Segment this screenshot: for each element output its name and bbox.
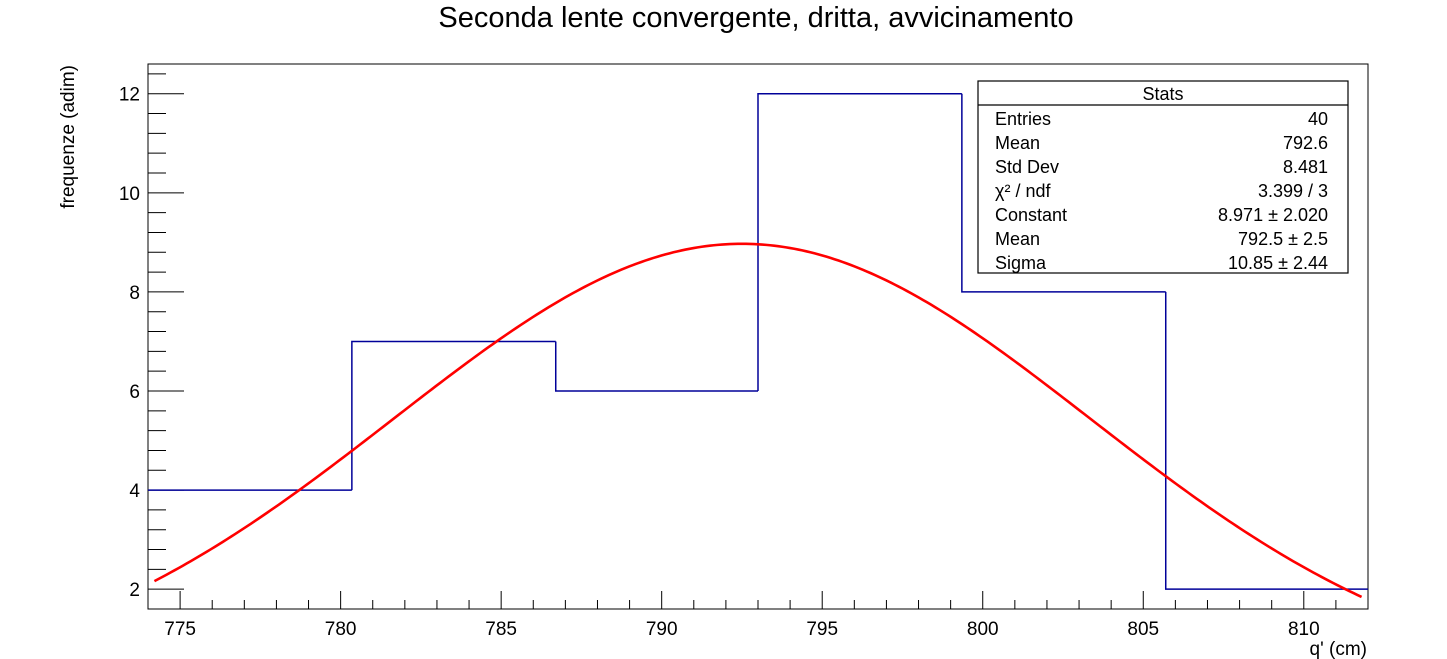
stats-row-value: 8.971 ± 2.020 <box>1218 205 1328 225</box>
y-tick-label: 2 <box>129 580 140 601</box>
stats-row-label: Sigma <box>995 253 1047 273</box>
stats-row-value: 792.5 ± 2.5 <box>1238 229 1328 249</box>
x-tick-label: 795 <box>806 619 838 640</box>
stats-row-value: 10.85 ± 2.44 <box>1228 253 1328 273</box>
stats-row-label: Constant <box>995 205 1067 225</box>
stats-row-label: Std Dev <box>995 157 1059 177</box>
stats-row-value: 40 <box>1308 109 1328 129</box>
histogram-bin <box>554 341 758 392</box>
y-axis-label: frequenze (adim) <box>58 65 79 209</box>
y-tick-label: 12 <box>119 85 140 106</box>
fit-curve <box>153 242 1363 599</box>
stats-row-label: χ² / ndf <box>995 181 1051 201</box>
y-tick-label: 4 <box>129 481 140 502</box>
chart-title: Seconda lente convergente, dritta, avvic… <box>438 2 1073 34</box>
x-tick-label: 800 <box>967 619 999 640</box>
x-tick-label: 790 <box>646 619 678 640</box>
x-tick-label: 810 <box>1288 619 1320 640</box>
stats-box <box>977 80 1349 274</box>
stats-row-label: Entries <box>995 109 1051 129</box>
stats-row-value: 792.6 <box>1283 133 1328 153</box>
stats-title: Stats <box>1142 84 1183 104</box>
y-tick-label: 10 <box>119 184 140 205</box>
stats-row-label: Mean <box>995 229 1040 249</box>
stats-row-label: Mean <box>995 133 1040 153</box>
stats-row-value: 8.481 <box>1283 157 1328 177</box>
y-tick-label: 6 <box>129 382 140 403</box>
x-tick-label: 775 <box>164 619 196 640</box>
histogram-bin <box>1164 291 1368 590</box>
y-tick-label: 8 <box>129 283 140 304</box>
histogram-bin <box>351 340 556 491</box>
x-tick-label: 780 <box>325 619 357 640</box>
x-tick-label: 785 <box>485 619 517 640</box>
histogram-bin <box>961 93 1166 293</box>
x-tick-label: 805 <box>1127 619 1159 640</box>
histogram-bin <box>757 92 962 391</box>
x-axis-label: q' (cm) <box>1310 639 1367 659</box>
stats-row-value: 3.399 / 3 <box>1258 181 1328 201</box>
